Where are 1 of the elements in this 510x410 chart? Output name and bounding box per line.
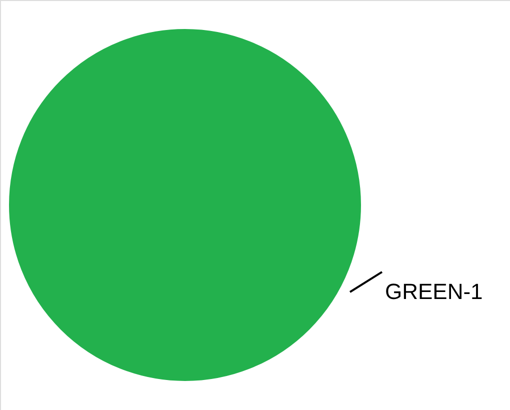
slice-label: GREEN-1 [385,279,483,304]
